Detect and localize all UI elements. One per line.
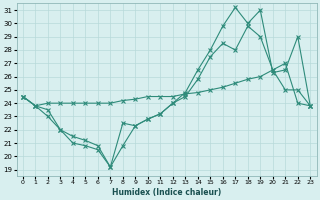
X-axis label: Humidex (Indice chaleur): Humidex (Indice chaleur) <box>112 188 221 197</box>
